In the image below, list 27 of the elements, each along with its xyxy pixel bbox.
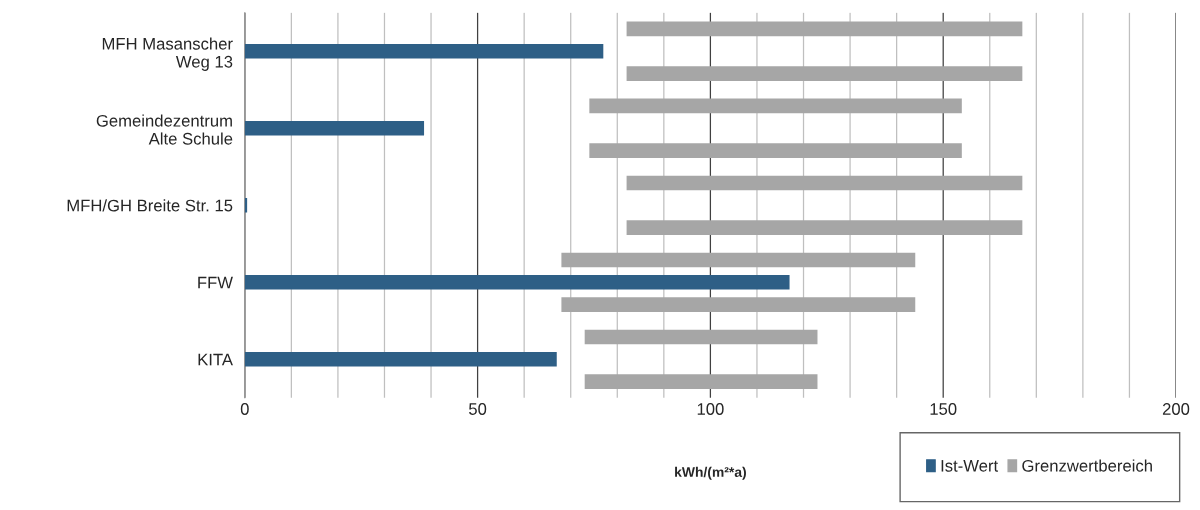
- x-tick-label: 0: [240, 403, 249, 415]
- bar: [584, 374, 818, 389]
- bar: [589, 98, 962, 114]
- bar: [244, 274, 790, 290]
- x-tick-label: 100: [697, 403, 724, 415]
- bar: [584, 329, 818, 345]
- bar: [626, 21, 1023, 37]
- y-tick-label: FFW: [198, 276, 233, 289]
- bar: [244, 43, 604, 59]
- y-tick-label: MFH Masanscher Weg 13: [102, 37, 233, 71]
- bar: [561, 252, 916, 268]
- bar: [626, 66, 1023, 81]
- x-tick-label: 50: [469, 403, 487, 415]
- legend-label: Grenzwertbereich: [1022, 459, 1152, 472]
- bar: [561, 297, 916, 312]
- bar: [626, 220, 1023, 235]
- y-tick-label: MFH/GH Breite Str. 15: [67, 199, 233, 212]
- y-tick-label: Gemeindezentrum Alte Schule: [96, 114, 233, 145]
- legend-label: Ist-Wert: [941, 460, 999, 472]
- x-axis-title: kWh/(m²*a): [675, 466, 746, 480]
- bar: [589, 143, 962, 158]
- y-tick-label: KITA: [198, 353, 233, 366]
- bar: [244, 351, 557, 367]
- bar: [626, 175, 1023, 191]
- bar: [244, 120, 425, 136]
- x-tick-label: 150: [930, 403, 957, 415]
- x-tick-label: 200: [1162, 403, 1190, 415]
